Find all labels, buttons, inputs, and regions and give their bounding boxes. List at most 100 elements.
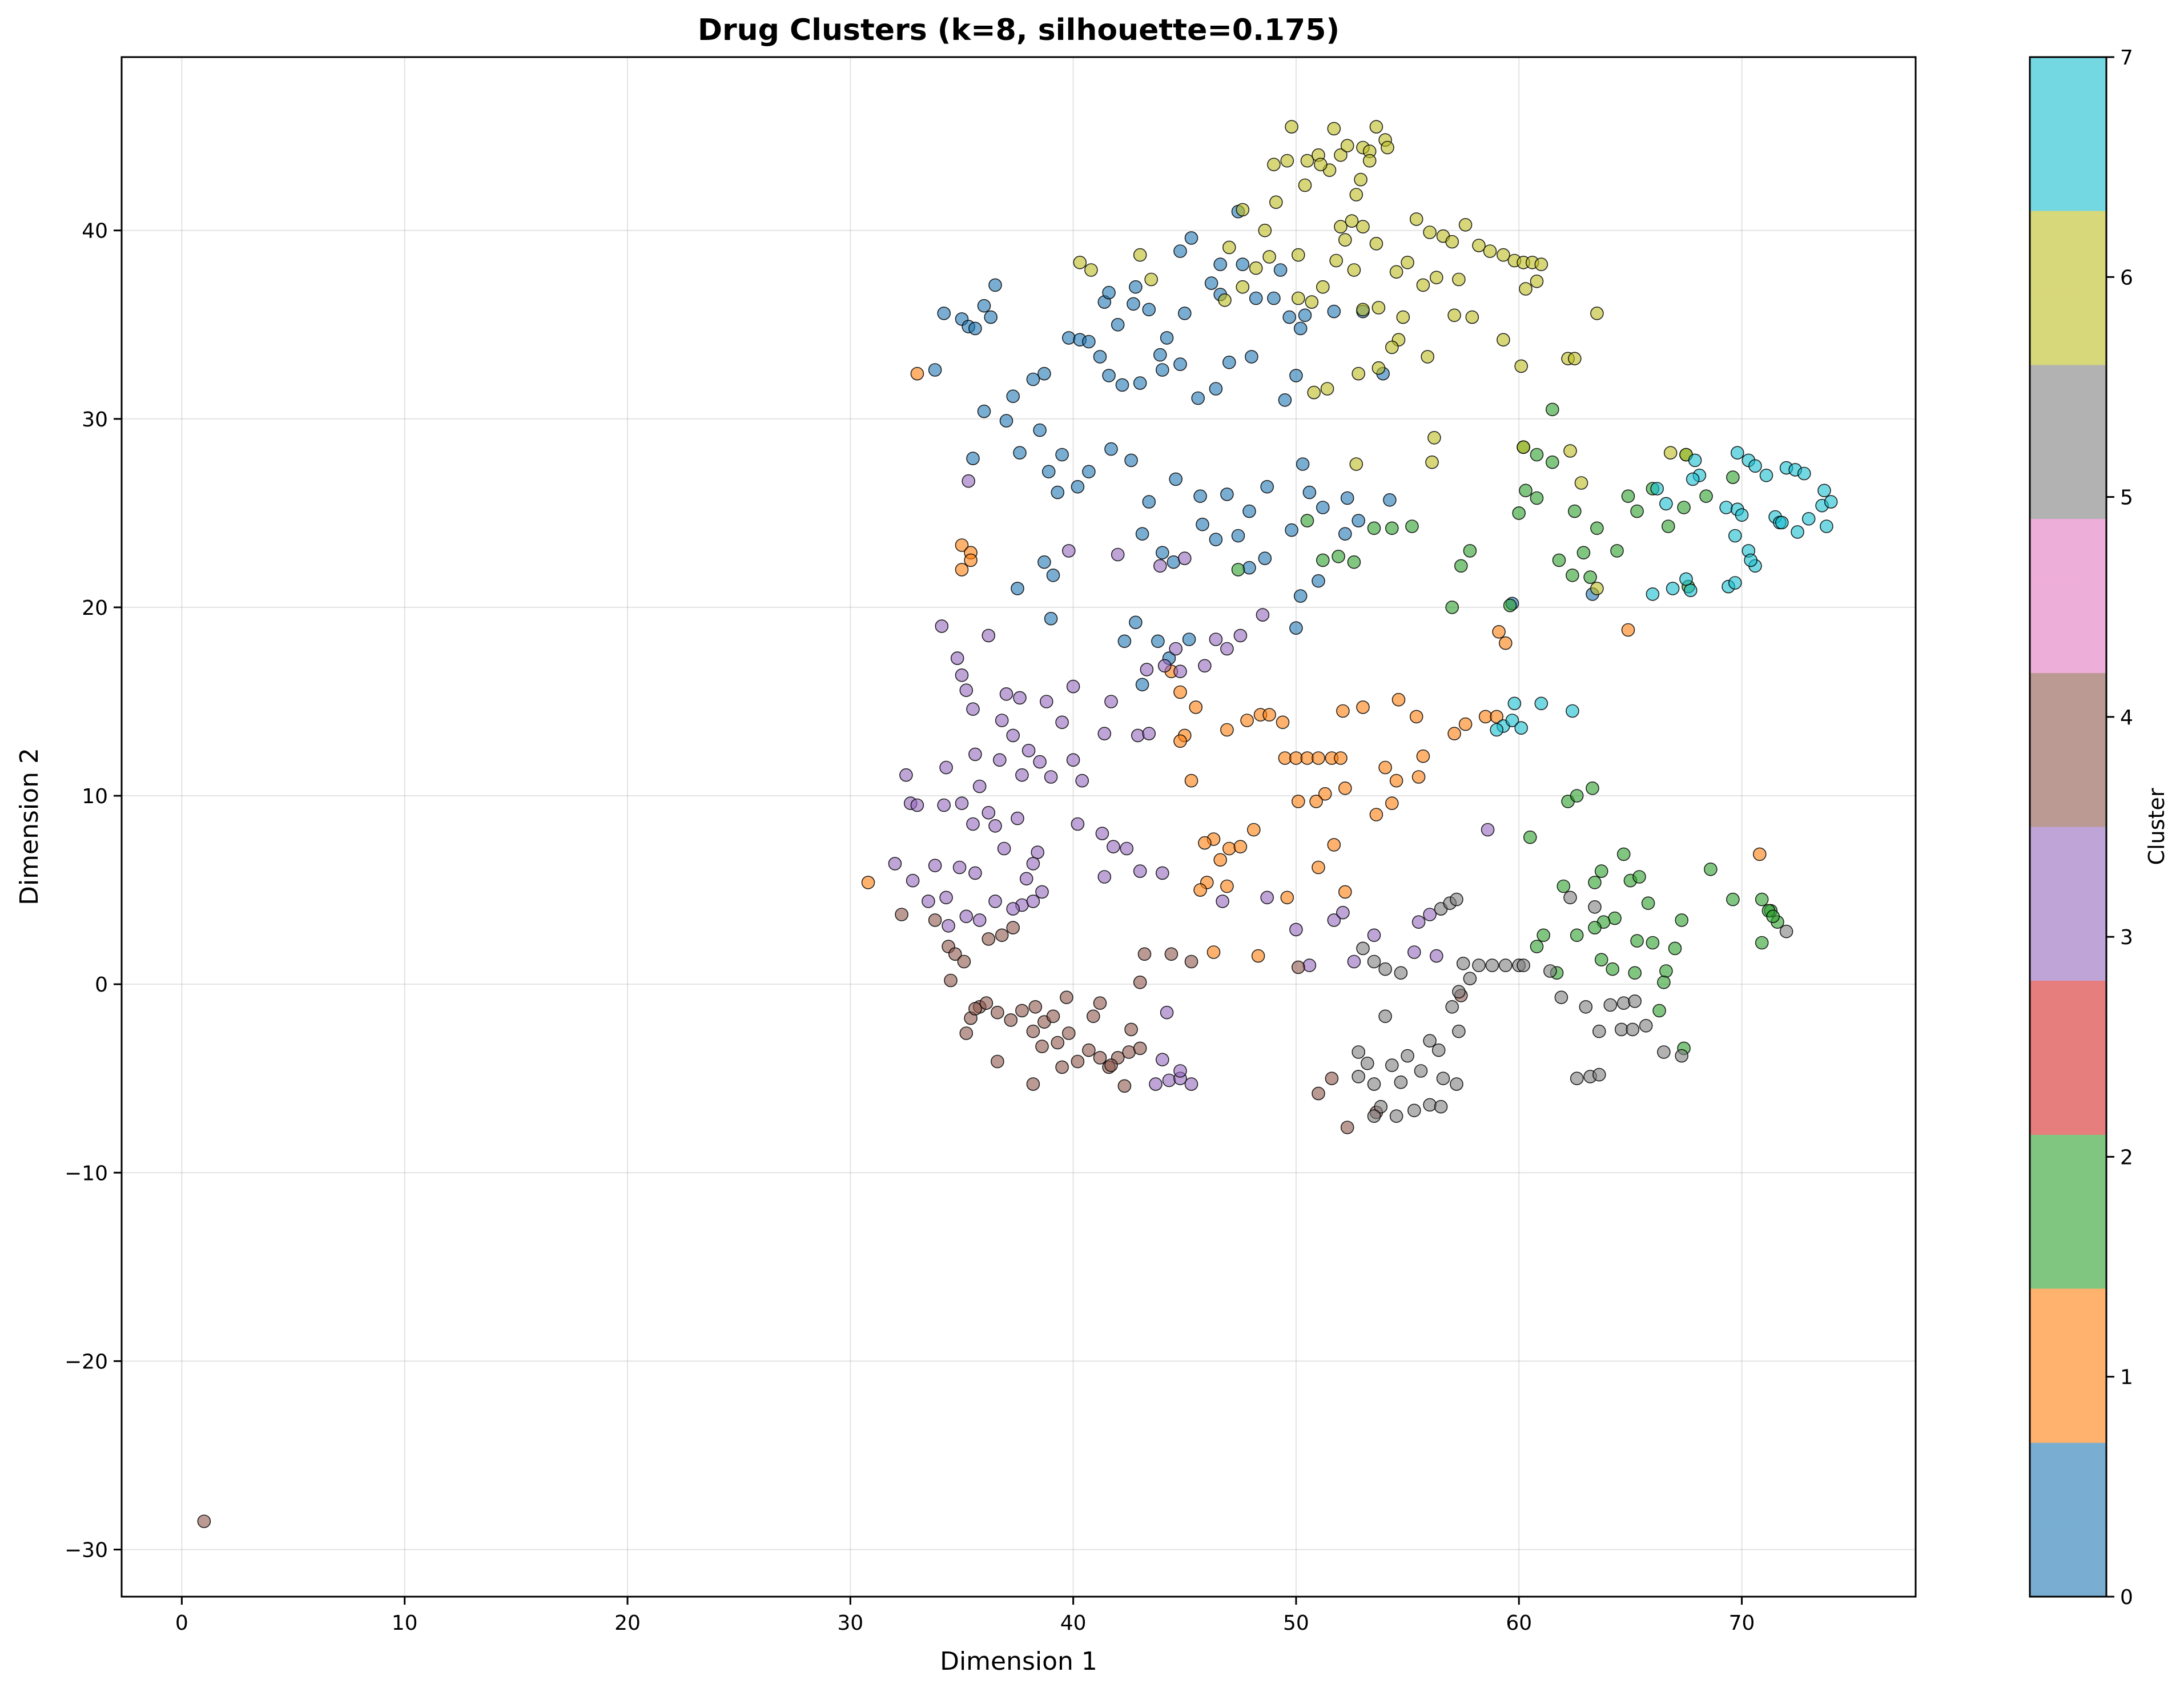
cluster-8-point [1735, 508, 1749, 522]
cluster-8-point [1507, 696, 1522, 711]
cluster-4-point [993, 753, 1007, 767]
cluster-1-point [1278, 751, 1292, 765]
cluster-4-point [1031, 845, 1044, 859]
cluster-7-point [1465, 310, 1479, 324]
cluster-8-point [1688, 453, 1702, 468]
cluster-4-point [1160, 1005, 1174, 1020]
cluster-6-point [1456, 957, 1470, 970]
cluster-0-point [1006, 389, 1020, 404]
cluster-7-point [1292, 248, 1305, 262]
cluster-8-point [1534, 696, 1548, 711]
cluster-6-point [1431, 1043, 1446, 1057]
cluster-4-point [1430, 949, 1443, 963]
cluster-4-point [1198, 659, 1212, 673]
cluster-2-point [1530, 491, 1544, 505]
cluster-7-point [1300, 154, 1314, 168]
cluster-5-point [1184, 954, 1198, 969]
cluster-1-point [1478, 710, 1493, 724]
cluster-4-point [1216, 895, 1229, 908]
cluster-0-point [1041, 465, 1056, 479]
cluster-2-point [1300, 514, 1314, 527]
cluster-4-point [1156, 1053, 1169, 1066]
cluster-0-point [1178, 307, 1192, 320]
cluster-0-point [1156, 363, 1169, 377]
cluster-4-point [1040, 695, 1053, 708]
cluster-1-point [1276, 715, 1290, 730]
cluster-5-point [1340, 1121, 1354, 1134]
cluster-6-point [1563, 891, 1577, 905]
cluster-0-point [1273, 263, 1288, 277]
cluster-0-point [1220, 488, 1234, 501]
cluster-8-point [1566, 704, 1579, 718]
cluster-7-point [1320, 382, 1334, 396]
cluster-0-point [1236, 257, 1250, 271]
cluster-4-point [1233, 629, 1248, 643]
cluster-1-point [1338, 885, 1352, 899]
cluster-0-point [1135, 527, 1149, 541]
cluster-6-point [1394, 966, 1408, 980]
cluster-7-point [1396, 310, 1410, 324]
cluster-7-point [1349, 457, 1364, 471]
cluster-5-point [1093, 1051, 1107, 1065]
cluster-2-point [1630, 504, 1644, 518]
x-tick-label: 40 [1060, 1612, 1087, 1635]
cluster-0-point [1196, 517, 1209, 531]
cluster-5-point [895, 908, 908, 921]
cluster-7-point [1563, 444, 1577, 458]
cluster-0-point [1037, 555, 1051, 569]
cluster-1-point [1389, 774, 1403, 788]
y-tick-label: 0 [95, 973, 108, 997]
cluster-2-point [1657, 976, 1671, 989]
plot-frame [120, 56, 1917, 1598]
cluster-2-point [1503, 598, 1517, 613]
cluster-6-point [1554, 990, 1568, 1004]
cluster-4-point [1026, 895, 1040, 908]
cluster-0-point [1293, 589, 1308, 603]
cluster-2-point [1454, 559, 1468, 573]
cluster-5-point [1055, 1060, 1069, 1074]
cluster-2-point [1552, 553, 1566, 567]
cluster-6-point [1616, 996, 1631, 1010]
cluster-5-point [1015, 1004, 1029, 1018]
cluster-5-point [1292, 960, 1305, 974]
cluster-4-point [1327, 913, 1341, 927]
cluster-1-point [964, 553, 978, 567]
cluster-6-point [1615, 1022, 1628, 1037]
y-axis-label: Dimension 2 [15, 748, 44, 905]
cluster-8-point [1797, 466, 1811, 481]
cluster-2-point [1347, 555, 1361, 569]
cluster-7-point [1371, 361, 1386, 375]
cluster-0-point [1302, 485, 1317, 499]
cluster-1-point [1336, 704, 1350, 718]
cluster-4-point [962, 474, 975, 488]
cluster-0-point [1352, 514, 1365, 527]
cluster-7-point [1423, 225, 1437, 239]
cluster-5-point [1026, 1024, 1040, 1038]
cluster-5-point [995, 928, 1009, 942]
y-axis-ticks: −30 −20 −10 0 10 20 30 40 [65, 220, 122, 1562]
cluster-4-point [1173, 664, 1187, 678]
cluster-6-point [1463, 972, 1477, 985]
cluster-7-point [1497, 333, 1510, 347]
cluster-4-point [1407, 945, 1421, 959]
cluster-2-point [1610, 544, 1624, 558]
cluster-2-point [1367, 521, 1381, 535]
cluster-6-point [1385, 1058, 1399, 1072]
cluster-1-point [1312, 860, 1325, 875]
cluster-2-point [1463, 544, 1477, 558]
cluster-7-point [1425, 455, 1439, 469]
cluster-5-point [1164, 947, 1179, 961]
cluster-5-point [1028, 1000, 1043, 1014]
colorbar [2030, 57, 2106, 1597]
cluster-4-point [935, 619, 949, 633]
cluster-0-point [1383, 493, 1397, 507]
cluster-4-point [1011, 811, 1024, 825]
cluster-8-point [1679, 572, 1693, 586]
cluster-2-point [1755, 892, 1769, 907]
cluster-4-point [939, 760, 953, 775]
cluster-6-point [1378, 1009, 1392, 1024]
cluster-7-point [1590, 307, 1604, 320]
cluster-4-point [988, 819, 1002, 833]
cluster-6-point [1472, 958, 1486, 972]
